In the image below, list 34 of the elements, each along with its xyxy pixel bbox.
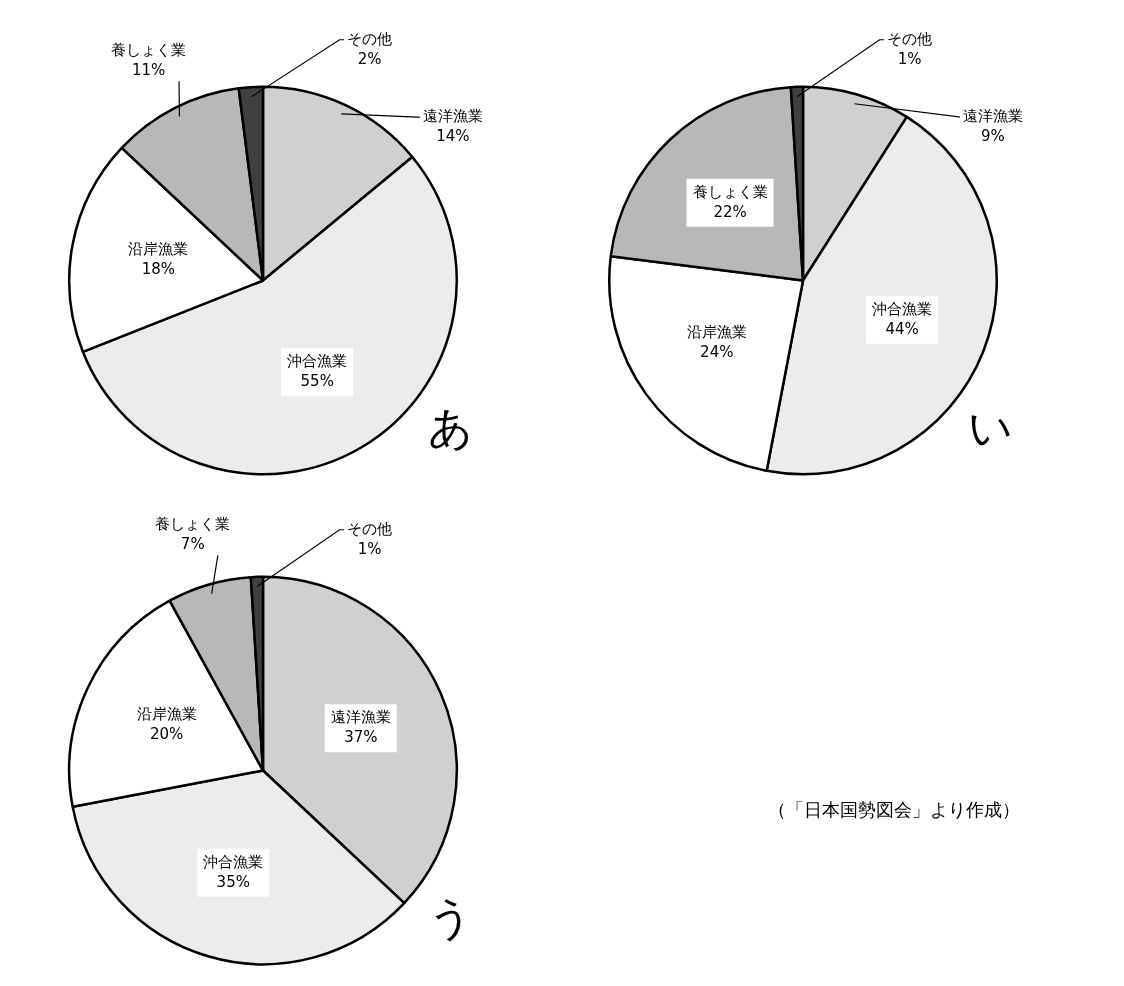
data-label: 55%	[300, 372, 334, 391]
text: い	[967, 402, 1013, 454]
data-label: 7%	[180, 535, 205, 554]
text: （「日本国勢図会」より作成）	[768, 798, 1020, 822]
slice-label: 養しょく業	[111, 41, 187, 60]
data-label: 9%	[980, 127, 1005, 146]
data-label: 14%	[436, 127, 470, 146]
data-label: 44%	[885, 319, 919, 338]
slice-label: 沖合漁業	[203, 852, 264, 871]
data-label: 11%	[131, 61, 166, 80]
slice-label: 沖合漁業	[872, 299, 933, 318]
data-label: 22%	[713, 202, 747, 221]
slice-label: 沿岸漁業	[136, 705, 197, 724]
slice-label: その他	[347, 29, 393, 48]
data-label: 1%	[357, 539, 382, 558]
slice-label: 養しょく業	[155, 515, 231, 534]
slice-label: 養しょく業	[692, 182, 768, 201]
data-label: 20%	[149, 725, 184, 744]
slice-label: その他	[347, 519, 393, 538]
slice-label: 遠洋漁業	[962, 107, 1023, 126]
data-label: 18%	[141, 260, 175, 279]
data-label: 37%	[344, 728, 378, 747]
slice-label: 沖合漁業	[287, 352, 348, 371]
text: う	[427, 892, 473, 944]
text: あ	[427, 402, 473, 454]
slice-label: その他	[887, 29, 933, 48]
slice-label: 沿岸漁業	[128, 240, 189, 259]
data-label: 24%	[700, 343, 734, 362]
slice-label: 沿岸漁業	[686, 323, 747, 342]
slice-label: 遠洋漁業	[422, 107, 483, 126]
data-label: 35%	[216, 872, 250, 891]
data-label: 1%	[897, 49, 922, 68]
data-label: 2%	[357, 49, 382, 68]
slice-label: 遠洋漁業	[330, 708, 391, 727]
